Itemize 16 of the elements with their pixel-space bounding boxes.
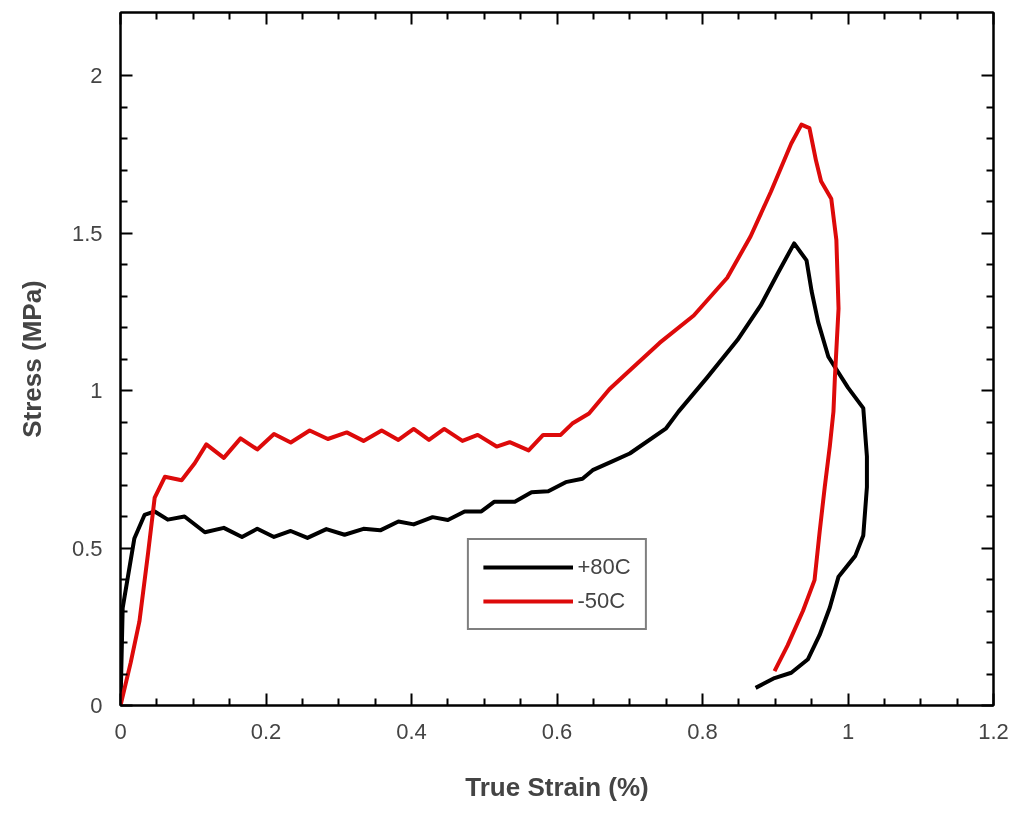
x-axis-title: True Strain (%) — [465, 771, 649, 802]
y-axis-title: Stress (MPa) — [16, 280, 47, 438]
x-tick-label: 0 — [114, 718, 127, 744]
y-tick-label: 0.5 — [71, 535, 103, 561]
y-tick-label: 0 — [90, 693, 103, 718]
x-tick-label: 0.2 — [250, 718, 282, 744]
y-tick-label: 1 — [90, 378, 103, 403]
x-tick-label: 0.6 — [541, 718, 573, 744]
y-tick-label: 2 — [90, 63, 103, 88]
x-tick-label: 1 — [841, 718, 855, 744]
x-tick-label: 0.8 — [687, 718, 718, 744]
legend-label: +80C — [577, 554, 631, 580]
y-tick-label: 1.5 — [71, 220, 103, 246]
x-tick-label: 0.4 — [396, 718, 427, 744]
legend-label: -50C — [577, 588, 626, 614]
x-tick-label: 1.2 — [978, 718, 1009, 744]
